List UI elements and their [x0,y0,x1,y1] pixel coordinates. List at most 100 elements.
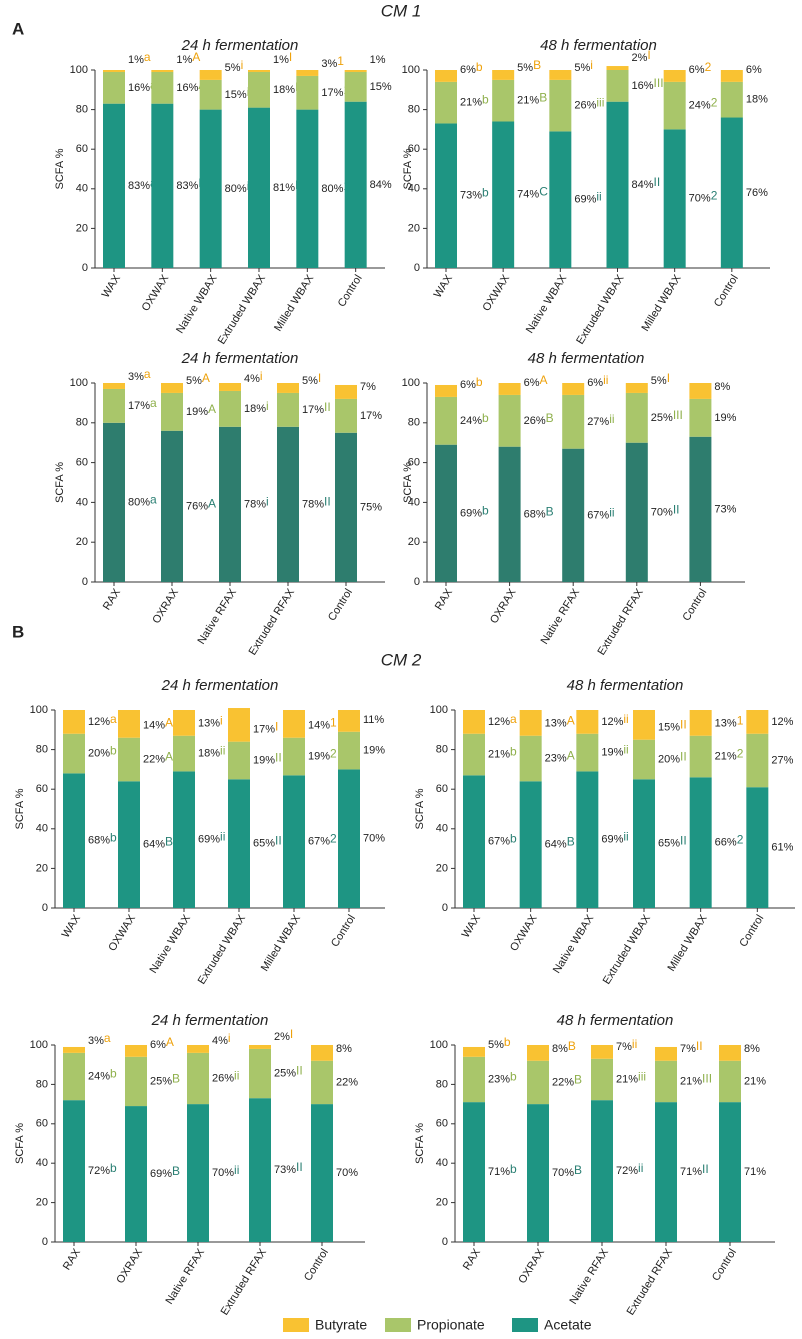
value-label: 70% [363,833,385,845]
bar-segment [125,1045,147,1057]
significance-letter: B [574,1163,582,1177]
value-text: 16% [128,82,150,94]
value-label: 61% [771,842,793,854]
y-tick-label: 40 [408,496,420,508]
chart-title: 48 h fermentation [557,1012,674,1029]
value-text: 80% [128,496,150,508]
y-axis-label: SCFA % [402,148,414,189]
bar-segment [435,123,457,269]
value-label: 21%b [460,93,489,109]
value-label: 24%b [460,411,489,427]
significance-letter: B [539,91,547,105]
value-label: 3%1 [321,54,344,70]
significance-letter: i [266,495,269,509]
bar-segment [463,1046,485,1057]
value-text: 13% [715,718,737,730]
significance-letter: b [476,60,483,74]
value-text: 15% [225,89,247,101]
y-tick-label: 100 [402,64,420,76]
value-text: 6% [746,64,762,76]
value-text: 83% [176,180,198,192]
x-tick-label: OXWAX [106,912,138,953]
value-label: 19% [363,744,385,756]
significance-letter: a [150,493,157,507]
value-text: 65% [658,838,680,850]
significance-letter: i [220,714,223,728]
value-text: 71% [744,1166,766,1178]
significance-letter: 2 [711,96,718,110]
y-tick-label: 80 [436,744,448,756]
value-label: 72%ii [616,1161,643,1177]
x-tick-label: Native RFAX [539,586,583,646]
bar-segment [228,741,250,780]
chart-title: 24 h fermentation [151,1012,269,1029]
section-title: CM 2 [381,650,422,669]
section-label: A [12,19,24,38]
bar-segment [219,390,241,427]
value-label: 68%b [88,831,117,847]
y-tick-label: 0 [414,262,420,274]
value-label: 69%B [150,1164,180,1180]
bar-segment [187,1104,209,1242]
value-text: 69% [150,1168,172,1180]
bar-segment [296,75,319,110]
value-label: 21% [744,1075,766,1087]
value-label: 18%ii [198,744,225,760]
value-text: 19% [253,754,275,766]
x-tick-label: Control [737,913,766,949]
x-tick-label: Native RFAX [567,1246,611,1306]
significance-letter: a [144,50,151,64]
y-tick-label: 80 [76,417,88,429]
value-text: 7% [360,381,376,393]
significance-letter: b [482,186,489,200]
value-label: 5%B [517,58,541,74]
bar-segment [492,70,515,80]
bar-segment [435,396,457,445]
y-tick-label: 60 [436,1118,448,1130]
value-label: 64%B [143,835,173,851]
bar-segment [103,383,125,389]
significance-letter: b [482,504,489,518]
significance-letter: b [110,744,117,758]
significance-letter: I [318,371,321,385]
value-text: 1% [370,54,386,66]
value-text: 3% [128,371,144,383]
significance-letter: A [540,373,548,387]
y-tick-label: 0 [42,902,48,914]
value-text: 14% [143,720,165,732]
value-text: 19% [601,746,623,758]
value-text: 70% [651,506,673,518]
bar-segment [689,710,712,736]
significance-letter: b [510,1162,517,1176]
significance-letter: iii [596,96,604,110]
value-label: 19%A [186,402,216,418]
bar-segment [663,70,686,82]
value-text: 17% [360,410,382,422]
value-text: 70% [336,1167,358,1179]
bar-segment [498,394,521,447]
value-label: 13%i [198,714,223,730]
y-tick-label: 60 [76,457,88,469]
significance-letter: A [208,497,216,511]
value-text: 1% [176,54,192,66]
value-text: 12% [771,716,793,728]
bar-segment [103,388,125,423]
value-label: 15%II [658,718,687,734]
y-tick-label: 100 [30,1039,48,1051]
value-text: 17% [253,724,275,736]
y-tick-label: 20 [436,1197,448,1209]
significance-letter: II [654,175,661,189]
value-text: 19% [308,750,330,762]
value-text: 17% [302,404,324,416]
value-label: 13%A [545,714,575,730]
value-text: 76% [186,500,208,512]
bar-segment [606,70,629,102]
significance-letter: 1 [337,54,344,68]
bar-segment [199,79,222,110]
bar-segment [549,131,572,268]
value-text: 70% [212,1167,234,1179]
y-tick-label: 20 [408,536,420,548]
y-tick-label: 0 [414,576,420,588]
bar-segment [125,1056,147,1107]
value-label: 16%III [632,76,664,92]
